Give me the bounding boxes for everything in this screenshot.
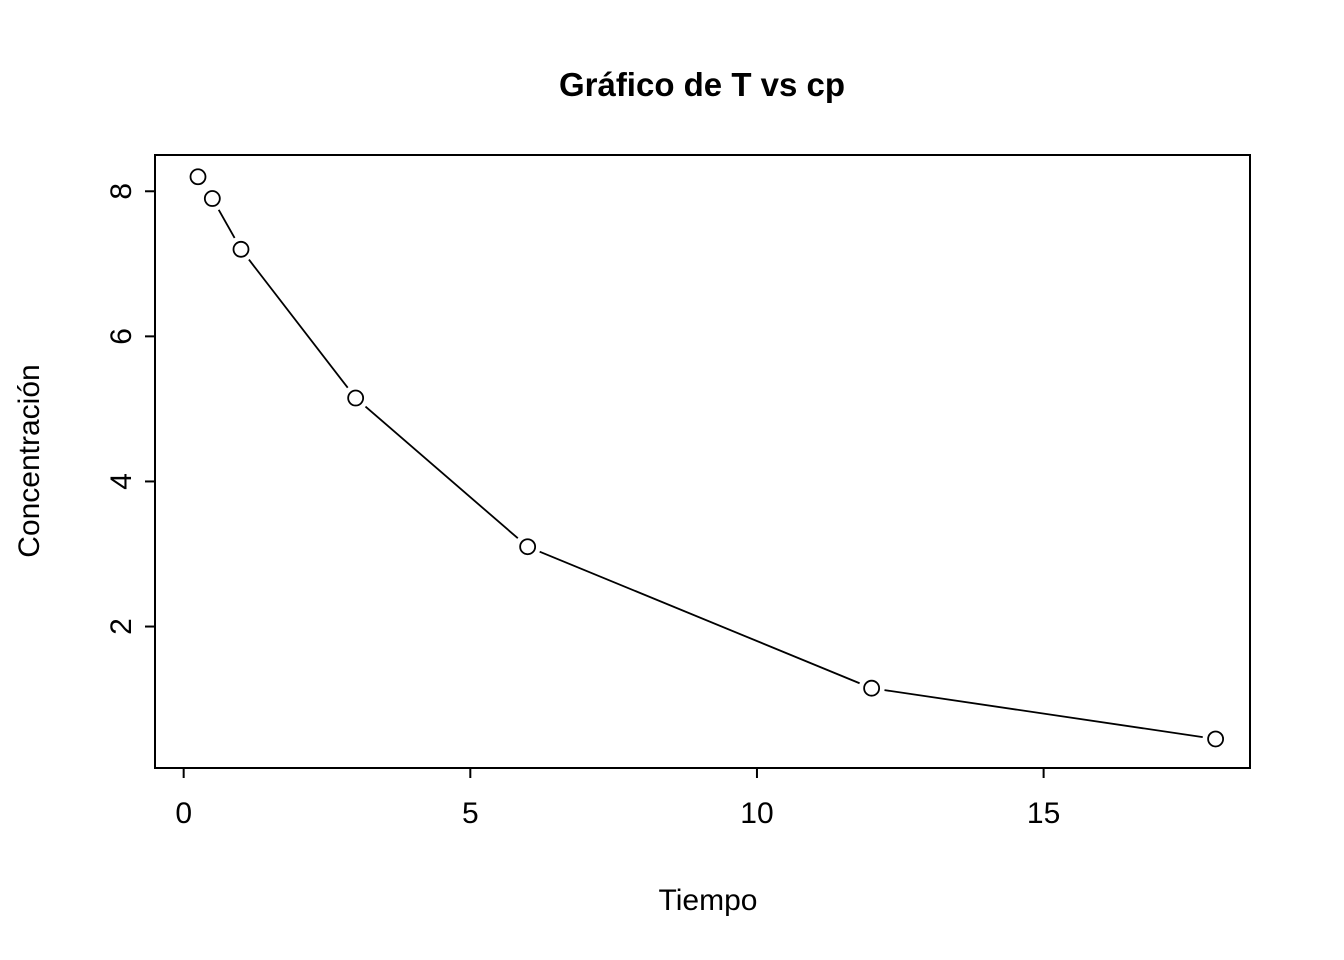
data-point (232, 240, 250, 258)
series-line-segment (248, 259, 349, 389)
data-point (203, 190, 221, 207)
x-axis-label: Tiempo (658, 884, 758, 917)
series-line-segment (364, 405, 519, 539)
chart-title: Gráfico de T vs cp (558, 66, 846, 103)
x-tick-label: 15 (1027, 797, 1060, 830)
series-line-segment (884, 689, 1203, 738)
series-line-segment (217, 209, 236, 239)
x-tick-label: 0 (175, 797, 192, 830)
data-point (863, 679, 881, 697)
x-tick-label: 5 (462, 797, 479, 830)
y-tick-label: 2 (105, 618, 138, 635)
y-tick-label: 4 (105, 473, 138, 490)
data-point (1207, 730, 1225, 748)
y-tick-label: 6 (105, 328, 138, 345)
y-axis-label: Concentración (13, 364, 46, 558)
plot-box (154, 154, 1251, 769)
series-line-segment (539, 550, 860, 685)
data-point (347, 389, 365, 407)
data-point (519, 538, 537, 556)
x-tick-label: 10 (740, 797, 773, 830)
y-tick-label: 8 (105, 183, 138, 200)
data-point (189, 168, 207, 186)
